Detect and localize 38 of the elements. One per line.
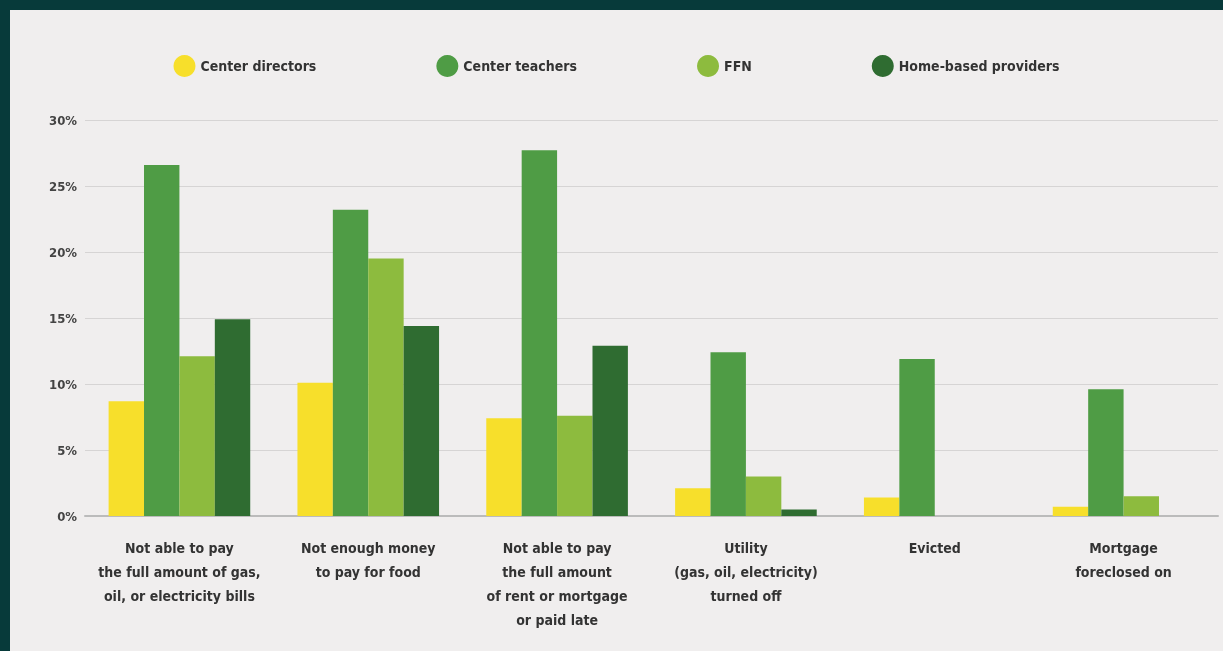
bar bbox=[592, 345, 628, 516]
y-tick-label: 10% bbox=[49, 376, 78, 392]
bar bbox=[1052, 506, 1089, 516]
legend-label: FFN bbox=[724, 58, 752, 74]
y-tick-label: 25% bbox=[49, 178, 78, 194]
bar bbox=[486, 418, 522, 516]
bar bbox=[179, 356, 215, 516]
bar bbox=[781, 509, 817, 516]
y-tick-label: 5% bbox=[57, 442, 78, 458]
bar bbox=[521, 150, 558, 516]
bar bbox=[1088, 389, 1124, 516]
x-tick-label: Utility (gas, oil, electricity) turned off bbox=[674, 540, 818, 604]
bar bbox=[144, 164, 180, 516]
bar bbox=[899, 358, 935, 516]
legend-label: Center teachers bbox=[463, 58, 578, 74]
y-tick-label: 30% bbox=[49, 112, 78, 128]
x-tick-label: Evicted bbox=[908, 540, 961, 556]
x-tick-label: Mortgage foreclosed on bbox=[1075, 540, 1172, 580]
legend-label: Home-based providers bbox=[898, 58, 1060, 74]
y-tick-label: 20% bbox=[49, 244, 78, 260]
bar bbox=[214, 319, 251, 516]
bar bbox=[863, 497, 900, 516]
x-tick-label: Not able to pay the full amount of gas, oil, or electricity bills bbox=[98, 540, 261, 604]
bar bbox=[368, 258, 404, 516]
bar bbox=[557, 415, 593, 516]
y-tick-label: 15% bbox=[49, 310, 78, 326]
bar bbox=[297, 382, 333, 516]
bar bbox=[332, 209, 369, 516]
bar bbox=[745, 476, 782, 516]
x-tick-label: Not able to pay the full amount of rent or mortgage or paid late bbox=[486, 540, 628, 628]
bar bbox=[108, 401, 145, 516]
bar bbox=[403, 325, 440, 516]
y-tick-label: 0% bbox=[57, 508, 78, 524]
bar bbox=[1123, 496, 1159, 516]
bar bbox=[710, 352, 746, 516]
bar bbox=[675, 488, 711, 516]
x-tick-label: Not enough money to pay for food bbox=[300, 540, 436, 580]
legend-label: Center directors bbox=[200, 58, 317, 74]
